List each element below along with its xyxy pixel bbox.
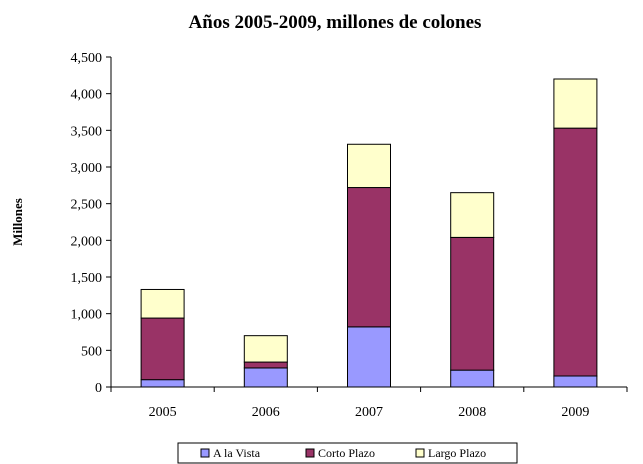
legend-items: A la Vista Corto Plazo Largo Plazo — [200, 446, 486, 460]
y-tick-label: 1,000 — [71, 308, 103, 323]
y-axis-label: Millones — [10, 198, 25, 246]
x-tick-label: 2005 — [149, 405, 177, 420]
legend-label: Corto Plazo — [318, 446, 375, 460]
y-tick-label: 0 — [95, 381, 102, 396]
bar-segment-largo-plazo — [140, 288, 185, 319]
x-tick-label: 2006 — [252, 405, 280, 420]
y-tick-label: 3,500 — [71, 124, 103, 139]
x-tick-label: 2008 — [458, 405, 486, 420]
bar-segment-largo-plazo — [450, 192, 495, 238]
bar-segment-a-la-vista — [347, 326, 391, 388]
y-tick-label: 4,500 — [71, 51, 103, 66]
bar-segment-corto-plazo — [347, 187, 391, 328]
bar-segment-corto-plazo — [243, 361, 288, 369]
y-tick-label: 2,000 — [71, 234, 103, 249]
bar-segment-largo-plazo — [347, 143, 391, 189]
y-tick-label: 1,500 — [71, 271, 103, 286]
bar-segment-a-la-vista — [243, 367, 288, 388]
y-ticks-group: 0 500 1,000 1,500 2,000 2,500 3,000 3,500 4,000 4… — [71, 51, 111, 396]
legend-box — [177, 442, 518, 464]
bar-segment-corto-plazo — [553, 127, 598, 377]
x-tick-label: 2009 — [561, 405, 589, 420]
bar-segment-a-la-vista — [450, 369, 495, 388]
bar-segment-a-la-vista — [140, 379, 185, 388]
legend: A la Vista Corto Plazo Largo Plazo — [177, 442, 518, 464]
legend-label: A la Vista — [213, 446, 261, 460]
y-tick-label: 4,000 — [71, 88, 103, 103]
y-tick-label: 2,500 — [71, 198, 103, 213]
bar-segment-corto-plazo — [450, 236, 495, 371]
x-tick-label: 2007 — [355, 405, 383, 420]
legend-swatch — [305, 448, 315, 458]
x-ticks-group: 2005 2006 2007 2008 2009 — [110, 387, 628, 420]
bar-segment-largo-plazo — [243, 335, 288, 363]
chart-title: Años 2005-2009, millones de colones — [189, 12, 482, 33]
bar-segment-largo-plazo — [553, 78, 598, 129]
legend-label: Largo Plazo — [428, 446, 486, 460]
bar-segment-corto-plazo — [140, 317, 185, 381]
legend-swatch — [200, 448, 210, 458]
y-tick-label: 500 — [81, 344, 102, 359]
y-tick-label: 3,000 — [71, 161, 103, 176]
bar-segment-a-la-vista — [553, 375, 598, 388]
legend-swatch — [415, 448, 425, 458]
bars-group — [140, 78, 598, 388]
